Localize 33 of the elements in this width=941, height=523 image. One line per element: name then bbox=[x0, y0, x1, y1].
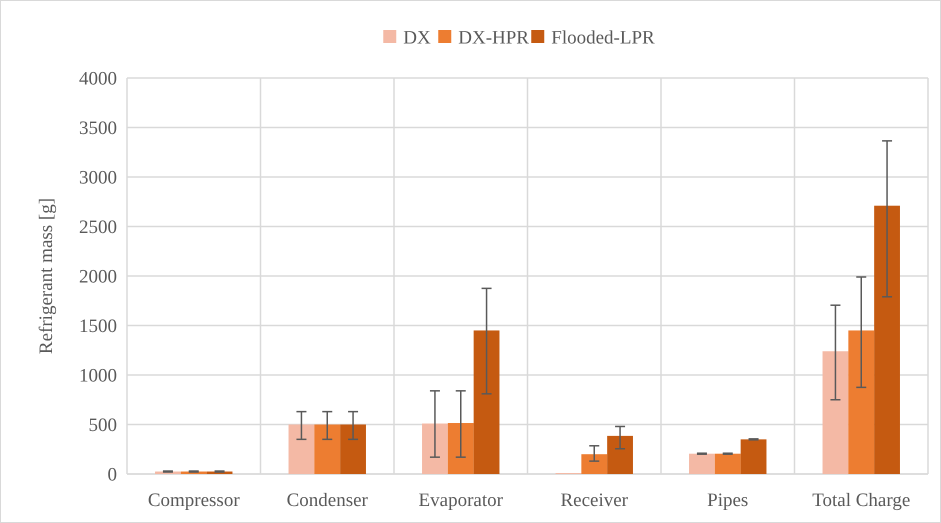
bar bbox=[848, 330, 874, 474]
x-tick-label: Pipes bbox=[707, 490, 748, 511]
x-tick-label: Receiver bbox=[560, 490, 629, 511]
bar bbox=[422, 424, 448, 474]
x-tick-label: Total Charge bbox=[812, 490, 910, 511]
y-tick-label: 1000 bbox=[79, 366, 117, 387]
legend-label: DX-HPR bbox=[458, 28, 530, 49]
y-tick-label: 2000 bbox=[79, 266, 117, 288]
bar bbox=[581, 454, 608, 474]
y-tick-label: 1500 bbox=[79, 316, 117, 338]
bar bbox=[340, 424, 366, 474]
bar bbox=[288, 424, 314, 474]
bar bbox=[874, 206, 900, 474]
x-tick-label: Evaporator bbox=[418, 490, 504, 511]
y-tick-label: 0 bbox=[108, 464, 117, 486]
bar bbox=[689, 454, 715, 474]
legend-label: DX bbox=[403, 28, 431, 49]
bar bbox=[740, 439, 766, 474]
legend-label: Flooded-LPR bbox=[551, 28, 656, 49]
x-tick-label: Compressor bbox=[148, 490, 240, 511]
bar bbox=[714, 454, 741, 474]
bar bbox=[474, 330, 500, 474]
x-tick-label: Condenser bbox=[286, 490, 369, 511]
bar bbox=[822, 351, 848, 474]
bar bbox=[448, 423, 474, 474]
y-tick-label: 500 bbox=[88, 415, 117, 436]
bar bbox=[607, 436, 633, 474]
y-tick-label: 4000 bbox=[79, 68, 117, 90]
bar bbox=[314, 424, 340, 474]
y-tick-label: 3500 bbox=[79, 118, 117, 140]
y-tick-label: 3000 bbox=[79, 168, 117, 189]
y-tick-label: 2500 bbox=[79, 217, 117, 238]
y-axis-title: Refrigerant mass [g] bbox=[36, 198, 57, 354]
